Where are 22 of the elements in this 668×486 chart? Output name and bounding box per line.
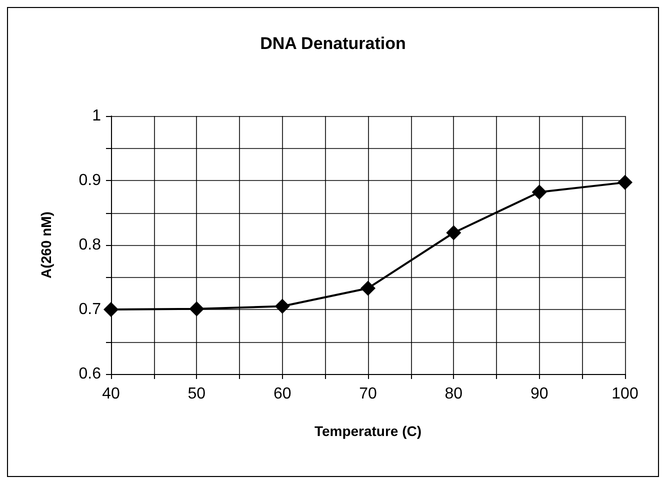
x-tick-label: 100 xyxy=(612,386,638,402)
y-tick-label: 0.9 xyxy=(78,172,102,189)
point xyxy=(104,302,118,317)
x-tick-label: 90 xyxy=(530,386,548,402)
x-tick-label: 70 xyxy=(359,386,377,402)
x-tick-label: 40 xyxy=(102,386,120,402)
point xyxy=(274,298,290,314)
y-axis-title: A(260 nM) xyxy=(38,212,54,278)
point xyxy=(618,174,632,190)
x-tick-label: 80 xyxy=(444,386,463,402)
point xyxy=(189,301,204,316)
x-axis-title: Temperature (C) xyxy=(314,423,422,439)
point xyxy=(446,225,462,240)
y-tick-label: 0.8 xyxy=(78,236,102,254)
x-tick-label: 60 xyxy=(273,386,292,402)
x-tick-label: 50 xyxy=(188,386,206,402)
y-tick-label: 1 xyxy=(92,108,102,124)
y-tick-label: 0.7 xyxy=(78,301,102,318)
point xyxy=(360,280,376,296)
point xyxy=(532,184,547,200)
chart-title: DNA Denaturation xyxy=(260,34,406,53)
y-tick-label: 0.6 xyxy=(78,366,102,382)
